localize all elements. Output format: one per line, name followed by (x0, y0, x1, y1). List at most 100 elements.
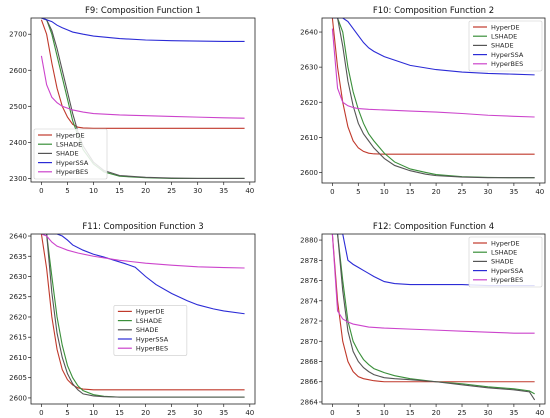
series-line-shade (41, 234, 245, 398)
plot-frame (321, 233, 546, 405)
x-tick-label: 0 (330, 188, 334, 196)
x-tick-label: 5 (356, 188, 360, 196)
legend-box (468, 20, 543, 72)
x-tick-label: 15 (406, 409, 415, 417)
x-tick-label: 30 (483, 188, 492, 196)
series-line-hyperssa (332, 18, 535, 76)
plot-frame (30, 17, 256, 183)
plot-frame (30, 233, 256, 405)
series-line-hyperbes (40, 55, 245, 119)
x-tick-label: 30 (193, 187, 202, 195)
y-tick-label: 2620 (9, 313, 27, 321)
x-tick-label: 25 (167, 409, 176, 417)
y-tick-label: 2300 (9, 175, 27, 183)
chart-title: F9: Composition Function 1 (85, 6, 201, 16)
series-line-hyperde (40, 19, 245, 129)
legend-entry: HyperSSA (56, 159, 89, 167)
y-tick-label: 2600 (9, 394, 27, 402)
x-tick-label: 40 (535, 188, 544, 196)
legend-box (113, 305, 188, 356)
y-tick-label: 2635 (9, 253, 27, 261)
legend-entry: HyperSSA (491, 51, 524, 59)
series-line-lshade (332, 234, 535, 395)
legend-entry: HyperSSA (491, 267, 524, 275)
y-tick-label: 2620 (300, 99, 318, 107)
x-tick-label: 10 (380, 409, 389, 417)
legend-entry: HyperBES (136, 345, 168, 353)
x-tick-label: 40 (245, 187, 254, 195)
legend-entry: SHADE (136, 326, 159, 334)
x-tick-label: 0 (330, 409, 334, 417)
x-tick-label: 20 (141, 187, 150, 195)
y-tick-label: 2700 (9, 31, 27, 39)
x-tick-label: 20 (141, 409, 150, 417)
series-line-hyperssa (41, 234, 245, 315)
x-tick-label: 15 (115, 409, 124, 417)
y-tick-label: 2600 (300, 169, 318, 177)
y-tick-label: 2874 (300, 297, 318, 305)
chart-panel-1: F9: Composition Function 1 0 5 10 15 20 25 30 35… (9, 6, 256, 195)
x-tick-label: 15 (406, 188, 415, 196)
y-tick-label: 2864 (300, 398, 318, 406)
x-tick-label: 35 (219, 409, 228, 417)
legend-entry: HyperDE (56, 131, 85, 139)
x-tick-label: 5 (65, 409, 69, 417)
y-tick-label: 2605 (9, 374, 27, 382)
y-tick-label: 2640 (300, 29, 318, 37)
y-tick-label: 2876 (300, 277, 318, 285)
x-tick-label: 30 (193, 409, 202, 417)
x-tick-label: 15 (115, 187, 124, 195)
chart-panel-2: F10: Composition Function 2 0 5 10 15 20 25 30 3… (300, 6, 546, 196)
series-line-hyperde (331, 18, 535, 155)
legend-entry: HyperBES (491, 60, 523, 68)
x-tick-label: 5 (356, 409, 360, 417)
chart-title: F10: Composition Function 2 (373, 6, 494, 16)
y-tick-label: 2610 (9, 354, 27, 362)
y-tick-label: 2600 (9, 67, 27, 75)
x-tick-label: 20 (432, 409, 441, 417)
y-tick-label: 2630 (9, 273, 27, 281)
y-tick-label: 2872 (300, 318, 318, 326)
x-tick-label: 10 (380, 188, 389, 196)
series-line-hyperssa (41, 18, 245, 42)
x-tick-label: 25 (458, 409, 467, 417)
y-tick-label: 2400 (9, 139, 27, 147)
legend-entry: SHADE (491, 258, 514, 266)
y-tick-label: 2640 (9, 233, 27, 241)
series-line-hyperbes (331, 234, 535, 334)
x-tick-label: 35 (509, 188, 518, 196)
legend-box (468, 236, 543, 288)
x-tick-label: 0 (39, 409, 43, 417)
chart-title: F11: Composition Function 3 (82, 222, 203, 232)
x-tick-label: 10 (89, 409, 98, 417)
legend-entry: SHADE (491, 42, 514, 50)
x-tick-label: 40 (245, 409, 254, 417)
x-tick-label: 35 (509, 409, 518, 417)
legend-entry: LSHADE (56, 141, 82, 149)
y-tick-label: 2866 (300, 378, 318, 386)
chart-panel-4: F12: Composition Function 4 0 5 10 15 20 25 30 3… (300, 222, 546, 417)
x-tick-label: 25 (167, 187, 176, 195)
series-line-shade (332, 234, 536, 401)
y-tick-label: 2878 (300, 257, 318, 265)
y-tick-label: 2615 (9, 334, 27, 342)
y-tick-label: 2630 (300, 64, 318, 72)
y-tick-label: 2868 (300, 358, 318, 366)
y-tick-label: 2500 (9, 103, 27, 111)
series-line-hyperbes (331, 28, 535, 118)
x-tick-label: 5 (65, 187, 69, 195)
y-tick-label: 2610 (300, 134, 318, 142)
y-tick-label: 2625 (9, 293, 27, 301)
legend-entry: HyperSSA (136, 335, 169, 343)
legend-entry: HyperDE (491, 23, 520, 31)
x-tick-label: 10 (89, 187, 98, 195)
legend-entry: LSHADE (491, 249, 517, 257)
x-tick-label: 25 (458, 188, 467, 196)
chart-title: F12: Composition Function 4 (373, 222, 494, 232)
series-line-hyperde (331, 234, 535, 383)
